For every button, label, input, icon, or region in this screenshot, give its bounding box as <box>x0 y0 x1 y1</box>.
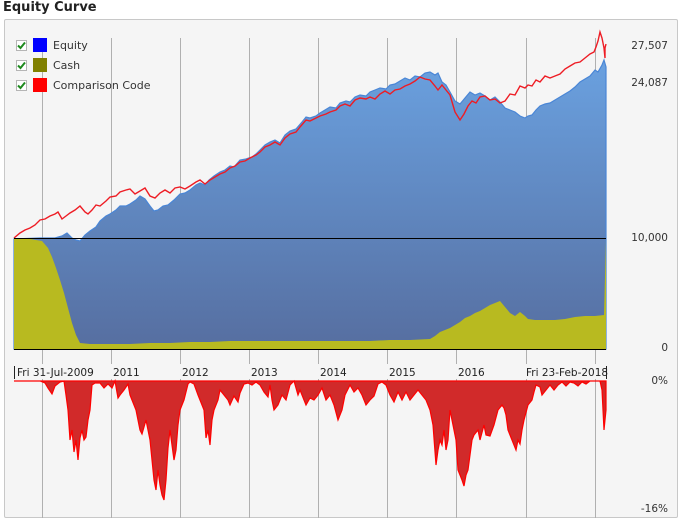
y-label-drawdown-0: 0% <box>651 375 668 387</box>
comparison-color-swatch <box>33 78 47 92</box>
x-label-2014: 2014 <box>320 367 347 379</box>
x-label-2012: 2012 <box>182 367 209 379</box>
legend-label: Cash <box>53 58 81 72</box>
cash-color-swatch <box>33 58 47 72</box>
y-label-drawdown-min: -16% <box>640 503 668 515</box>
equity-color-swatch <box>33 38 47 52</box>
y-label-comparison-last: 27,507 <box>631 40 668 52</box>
cash-checkbox[interactable] <box>16 59 27 71</box>
cash-area <box>14 239 606 349</box>
chart-title: Equity Curve <box>3 0 97 15</box>
y-label-equity-last: 24,087 <box>631 77 668 89</box>
x-label-2015: 2015 <box>389 367 416 379</box>
comparison-checkbox[interactable] <box>16 79 27 91</box>
x-label-start-date: Fri 31-Jul-2009 <box>17 367 94 379</box>
x-axis-strip <box>14 364 606 379</box>
y-label-0: 0 <box>661 342 668 354</box>
x-label-2011: 2011 <box>113 367 140 379</box>
legend-item-equity[interactable]: Equity <box>16 35 151 55</box>
comparison-line <box>13 29 607 239</box>
checkmark-icon <box>17 61 26 69</box>
equity-checkbox[interactable] <box>16 39 27 51</box>
checkmark-icon <box>17 41 26 49</box>
x-label-end-date: Fri 23-Feb-2018 <box>526 367 609 379</box>
x-label-2013: 2013 <box>251 367 278 379</box>
legend: Equity Cash Comparison Code <box>16 35 151 95</box>
equity-area <box>13 58 607 350</box>
x-label-2016: 2016 <box>458 367 485 379</box>
legend-label: Comparison Code <box>53 78 151 92</box>
legend-item-cash[interactable]: Cash <box>16 55 151 75</box>
y-label-10000: 10,000 <box>631 232 668 244</box>
checkmark-icon <box>17 81 26 89</box>
drawdown-area <box>14 378 607 501</box>
legend-item-comparison[interactable]: Comparison Code <box>16 75 151 95</box>
legend-label: Equity <box>53 38 88 52</box>
